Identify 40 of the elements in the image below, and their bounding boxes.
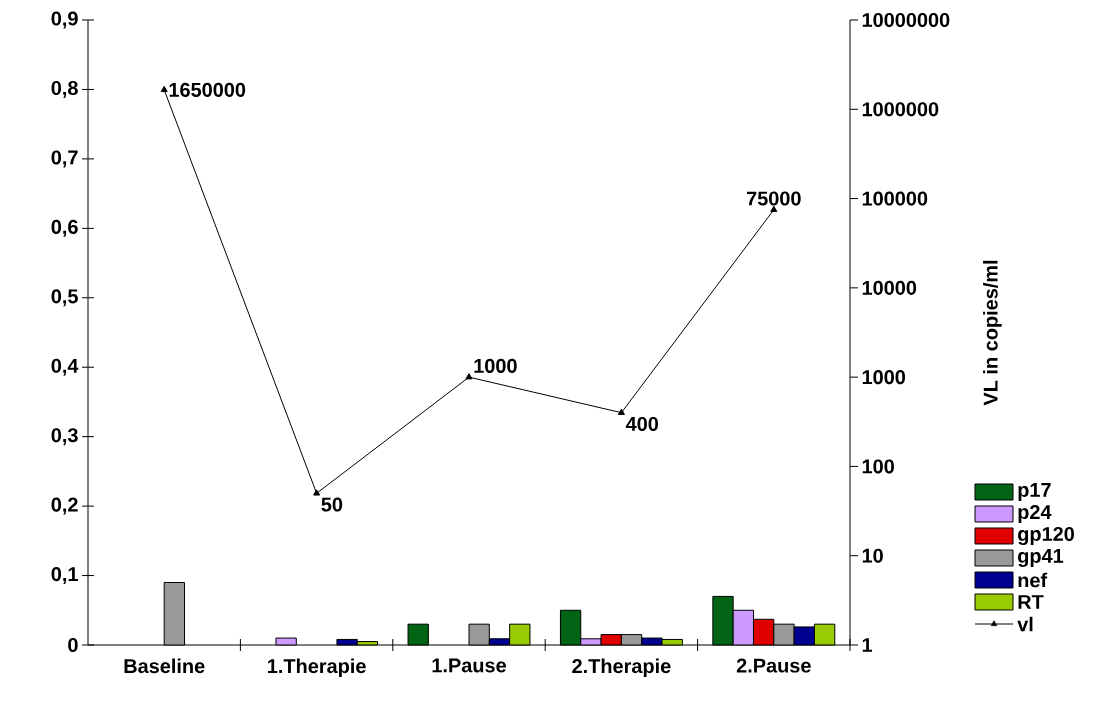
data-label: 75000 (746, 191, 801, 206)
y2-tick-label: 100000 (862, 191, 928, 206)
legend-label: p24 (1018, 504, 1052, 524)
y-tick-label: 0,6 (51, 219, 78, 237)
data-label: 1000 (474, 358, 517, 373)
y-tick-label: 0,3 (51, 428, 78, 446)
legend-label: RT (1018, 595, 1044, 609)
legend-label: gp120 (1018, 526, 1074, 546)
y-tick-label: 0,5 (51, 289, 78, 307)
data-label: 50 (321, 497, 343, 512)
y2-tick-label: 1000 (862, 370, 906, 385)
point (160, 85, 168, 93)
y-tick-label: 0,8 (51, 80, 78, 98)
y2-tick-label: 1 (862, 638, 873, 652)
y2-tick-label: 10000 (862, 280, 917, 295)
y2-axis-title: VL in copies/ml (983, 260, 1002, 406)
x-tick-label: 2.Pause (736, 658, 811, 673)
x-tick-label: 1.Pause (432, 658, 506, 673)
y-tick-label: 0,1 (51, 567, 78, 585)
legend-label: nef (1018, 572, 1048, 588)
y-tick-label: 0,7 (51, 150, 78, 168)
data-label: 400 (625, 416, 659, 431)
y-tick-label: 0 (68, 637, 78, 653)
x-tick-label: 2.Therapie (572, 658, 671, 678)
data-label: 1650000 (169, 82, 246, 97)
y2-tick-label: 10000000 (862, 12, 950, 28)
y-tick-label: 0,9 (51, 11, 78, 29)
legend-label: vl (1017, 616, 1033, 632)
y2-tick-label: 10 (862, 548, 883, 563)
legend-label: p17 (1018, 483, 1051, 501)
y2-tick-label: 100 (862, 459, 894, 474)
point (313, 489, 321, 496)
y2-tick-label: 1000000 (862, 102, 939, 117)
legend-label: gp41 (1018, 549, 1064, 567)
y-tick-label: 0,4 (51, 358, 79, 376)
x-tick-label: 1.Therapie (268, 658, 366, 678)
x-tick-label: Baseline (124, 658, 205, 674)
point (617, 408, 625, 415)
point (465, 373, 473, 380)
y-tick-label: 0,2 (51, 497, 78, 515)
